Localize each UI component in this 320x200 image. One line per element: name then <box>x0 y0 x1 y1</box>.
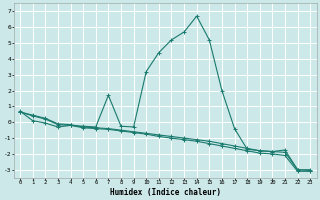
X-axis label: Humidex (Indice chaleur): Humidex (Indice chaleur) <box>110 188 220 197</box>
